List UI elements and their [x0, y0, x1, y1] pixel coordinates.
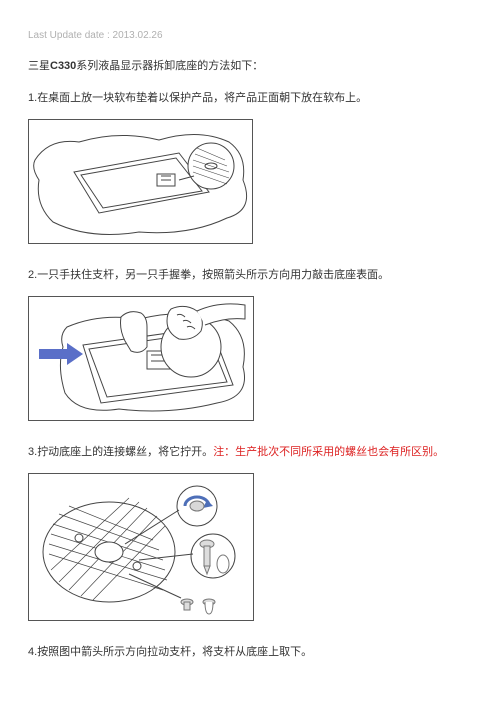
- step-3-text: 3.拧动底座上的连接螺丝，将它拧开。注：生产批次不同所采用的螺丝也会有所区别。: [28, 443, 476, 459]
- figure-1: [28, 119, 253, 244]
- step-4-num: 4: [28, 646, 34, 658]
- intro-paragraph: 三星C330系列液晶显示器拆卸底座的方法如下：: [28, 57, 476, 73]
- step-1-text: 1.在桌面上放一块软布垫着以保护产品，将产品正面朝下放在软布上。: [28, 89, 476, 105]
- figure-3: [28, 473, 254, 621]
- intro-model: C330: [50, 60, 76, 72]
- step-2-text: 2.一只手扶住支杆，另一只手握拳，按照箭头所示方向用力敲击底座表面。: [28, 266, 476, 282]
- step-3-num: 3: [28, 446, 34, 458]
- step-3-body: 拧动底座上的连接螺丝，将它拧开。: [37, 446, 213, 458]
- step-2-num: 2: [28, 269, 34, 281]
- step-1-num: 1: [28, 92, 34, 104]
- step-4-text: 4.按照图中箭头所示方向拉动支杆，将支杆从底座上取下。: [28, 643, 476, 659]
- step-3-note: 注：生产批次不同所采用的螺丝也会有所区别。: [213, 446, 444, 458]
- step-4-body: 按照图中箭头所示方向拉动支杆，将支杆从底座上取下。: [37, 646, 312, 658]
- intro-prefix: 三星: [28, 60, 50, 72]
- step-1-body: 在桌面上放一块软布垫着以保护产品，将产品正面朝下放在软布上。: [37, 92, 367, 104]
- step-2-body: 一只手扶住支杆，另一只手握拳，按照箭头所示方向用力敲击底座表面。: [37, 269, 389, 281]
- last-update-date: Last Update date : 2013.02.26: [28, 30, 476, 41]
- intro-suffix: 系列液晶显示器拆卸底座的方法如下：: [76, 60, 263, 72]
- figure-2: [28, 296, 254, 421]
